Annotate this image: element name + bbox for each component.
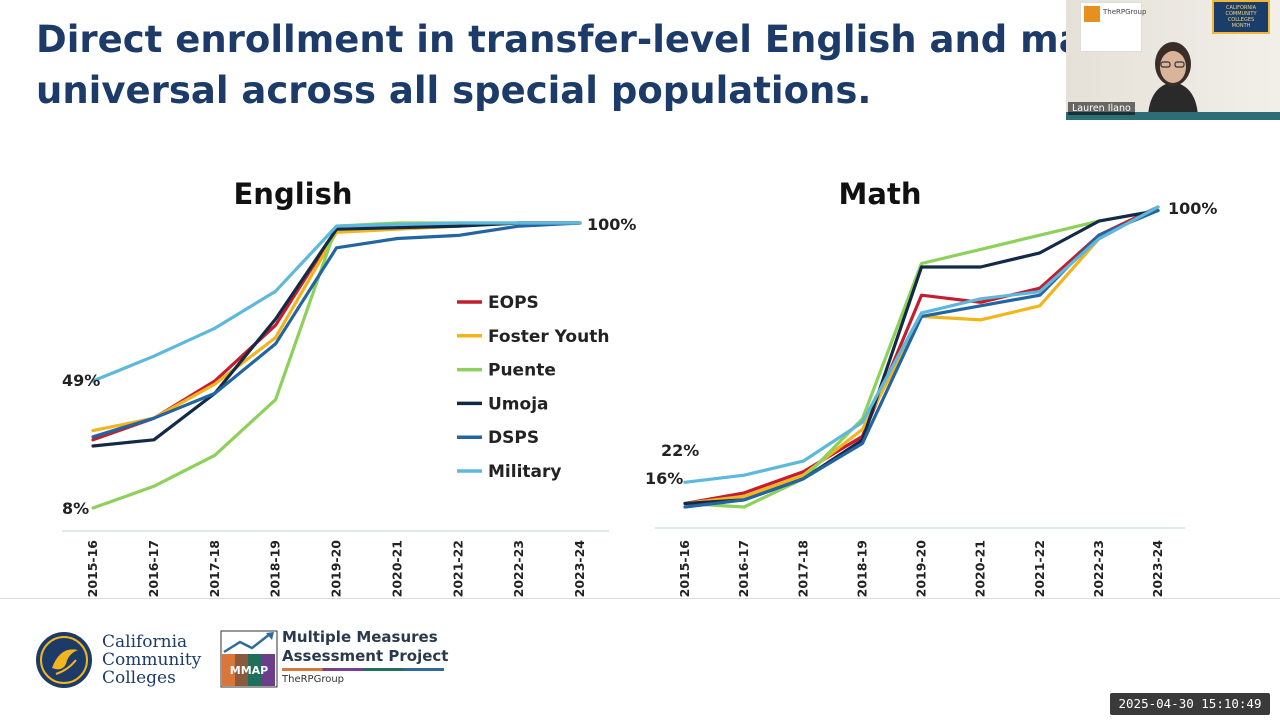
math-tick-label: 2016-17 [736, 540, 751, 597]
legend-label-military: Military [488, 462, 561, 482]
math-start-label-high: 22% [661, 441, 699, 460]
rpgroup-wordmark: TheRPGroup [282, 674, 345, 685]
english-series-military [91, 221, 582, 383]
english-tick-label: 2021-22 [450, 540, 465, 597]
rpgroup-sign: TheRPGroup [1080, 2, 1146, 52]
english-tick-label: 2015-16 [85, 540, 100, 598]
recording-timestamp: 2025-04-30 15:10:49 [1110, 693, 1270, 715]
math-tick-label: 2022-23 [1091, 540, 1106, 597]
footer-divider [0, 598, 1280, 599]
math-tick-label: 2017-18 [795, 540, 810, 597]
english-tick-label: 2020-21 [389, 540, 404, 597]
mmap-logo-icon: MMAP [220, 630, 278, 688]
math-end-label: 100% [1168, 199, 1217, 218]
english-start-label-high: 49% [62, 371, 100, 390]
english-series-dsps [91, 221, 582, 439]
math-series-puente [683, 208, 1160, 509]
ccc-name-line-3: Colleges [102, 668, 176, 688]
math-tick-label: 2021-22 [1032, 540, 1047, 597]
legend-label-puente: Puente [488, 361, 556, 381]
banner-line-2: COMMUNITY COLLEGES [1225, 11, 1257, 23]
math-series-eops [683, 205, 1160, 506]
legend-label-foster-youth: Foster Youth [488, 327, 609, 347]
english-chart-title: English [233, 177, 352, 211]
ccc-month-banner: CALIFORNIA COMMUNITY COLLEGES MONTH [1212, 0, 1270, 34]
math-series-dsps [683, 208, 1160, 509]
math-start-label-low: 16% [645, 469, 683, 488]
participant-avatar-icon [1148, 42, 1198, 116]
math-tick-label: 2020-21 [973, 540, 988, 597]
mmap-wordmark: Multiple Measures Assessment Project [282, 628, 448, 666]
legend-label-dsps: DSPS [488, 428, 539, 448]
slide-title-line-2: universal across all special populations… [36, 69, 872, 112]
mmap-acronym: MMAP [230, 664, 268, 677]
ccc-name-line-1: California [102, 632, 188, 652]
english-tick-label: 2018-19 [268, 540, 283, 597]
ccc-wordmark: California Community Colleges [102, 633, 201, 687]
slide-title: Direct enrollment in transfer-level Engl… [36, 14, 1066, 116]
participant-video-tile[interactable]: TheRPGroup CALIFORNIA COMMUNITY COLLEGES… [1066, 0, 1280, 120]
english-tick-label: 2017-18 [207, 540, 222, 597]
math-tick-label: 2015-16 [677, 540, 692, 598]
math-tick-label: 2019-20 [914, 540, 929, 598]
charts-canvas: English 2015-16 2016-17 2017-18 2018-19 2019… [62, 177, 1217, 597]
english-series-lines [91, 221, 582, 510]
math-series-military [683, 205, 1160, 484]
english-tick-label: 2016-17 [146, 540, 161, 597]
banner-line-1: CALIFORNIA [1225, 5, 1257, 11]
english-start-label-low: 8% [62, 499, 89, 518]
video-lower-strip [1066, 112, 1280, 120]
math-tick-label: 2023-24 [1150, 540, 1165, 598]
mmap-line-1: Multiple Measures [282, 628, 438, 646]
english-chart: English 2015-16 2016-17 2017-18 2018-19 2019… [62, 177, 636, 597]
california-community-colleges-logo-icon [36, 632, 92, 688]
english-tick-label: 2022-23 [511, 540, 526, 597]
mmap-line-2: Assessment Project [282, 647, 449, 665]
english-tick-label: 2023-24 [572, 540, 587, 598]
math-chart: Math 2015-16 2016-17 2017-18 2018-19 2019-20… [645, 177, 1217, 597]
english-tick-labels: 2015-16 2016-17 2017-18 2018-19 2019-20 2020-… [85, 540, 587, 598]
math-series-lines [683, 205, 1160, 509]
math-chart-title: Math [839, 177, 922, 211]
english-tick-label: 2019-20 [329, 540, 344, 598]
mmap-color-bar [282, 668, 444, 671]
ccc-name-line-2: Community [102, 650, 202, 670]
legend-label-umoja: Umoja [488, 394, 549, 414]
participant-name: Lauren Ilano [1068, 102, 1135, 115]
chart-legend: EOPS Foster Youth Puente Umoja DSPS Military [457, 293, 609, 482]
english-end-label: 100% [587, 215, 636, 234]
math-tick-label: 2018-19 [854, 540, 869, 597]
legend-label-eops: EOPS [488, 293, 539, 313]
banner-line-3: MONTH [1231, 23, 1251, 29]
sign-orange-icon [1084, 6, 1100, 22]
sign-text: TheRPGroup [1103, 8, 1147, 16]
slide-title-line-1: Direct enrollment in transfer-level Engl… [36, 18, 1066, 61]
math-tick-labels: 2015-16 2016-17 2017-18 2018-19 2019-20 2020-… [677, 540, 1165, 598]
